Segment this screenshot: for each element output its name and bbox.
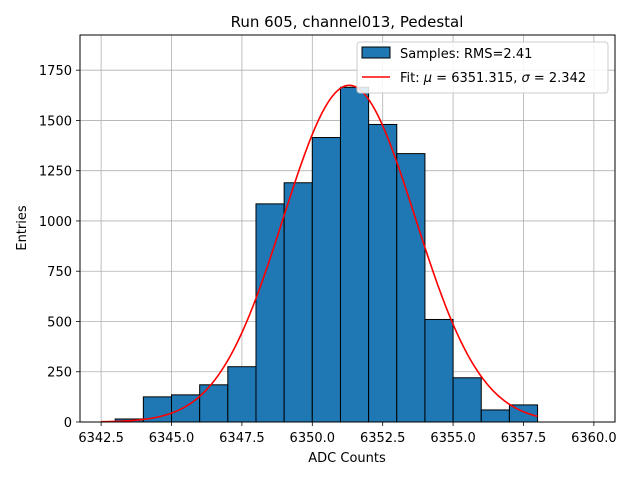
legend-box xyxy=(356,41,609,94)
y-tick-label: 250 xyxy=(47,366,72,381)
x-axis-ticks: 6342.5 6345.0 6347.5 6350.0 6352.5 6355.0 6357… xyxy=(78,422,617,446)
y-tick-label: 0 xyxy=(64,416,72,431)
legend-samples-swatch xyxy=(361,46,391,59)
histogram-bar xyxy=(480,409,510,423)
x-tick-label: 6352.5 xyxy=(360,431,406,446)
histogram-bar xyxy=(368,123,398,423)
histogram-bar xyxy=(227,366,257,423)
x-tick-label: 6357.5 xyxy=(501,431,547,446)
y-tick-label: 1500 xyxy=(39,114,72,129)
legend-fit-prefix: Fit: xyxy=(400,71,424,86)
y-tick-label: 750 xyxy=(47,265,72,280)
y-tick-label: 500 xyxy=(47,315,72,330)
y-axis-label: Entries xyxy=(15,205,30,251)
x-tick-label: 6360.0 xyxy=(571,431,617,446)
y-tick-label: 1750 xyxy=(39,64,72,79)
chart-title: Run 605, channel013, Pedestal xyxy=(231,13,464,31)
histogram-bar xyxy=(424,318,454,423)
histogram-bar xyxy=(199,384,229,423)
legend: Samples: RMS=2.41 Fit: μ = 6351.315, σ =… xyxy=(356,41,609,94)
legend-fit-label: Fit: μ = 6351.315, σ = 2.342 xyxy=(400,71,586,86)
histogram-bar xyxy=(339,86,370,423)
histogram-bar xyxy=(311,137,341,423)
x-tick-label: 6350.0 xyxy=(290,431,336,446)
histogram-bar xyxy=(283,182,313,423)
x-tick-label: 6347.5 xyxy=(219,431,265,446)
fit-curve-group xyxy=(101,84,538,423)
x-tick-label: 6355.0 xyxy=(430,431,476,446)
histogram-bars xyxy=(114,86,539,423)
legend-samples-label: Samples: RMS=2.41 xyxy=(400,47,532,62)
histogram-bar xyxy=(255,203,285,423)
x-axis-label: ADC Counts xyxy=(308,451,386,466)
y-tick-label: 1250 xyxy=(39,165,72,180)
x-tick-label: 6345.0 xyxy=(149,431,195,446)
plot-frame xyxy=(79,34,616,423)
y-axis-ticks: 0 250 500 750 1000 1250 1500 1750 xyxy=(39,64,80,431)
legend-fit-mu-symbol: μ xyxy=(423,71,432,86)
histogram-bar xyxy=(396,153,426,423)
legend-fit-sigma-value: = 2.342 xyxy=(530,71,586,86)
legend-fit-mu-value: = 6351.315, xyxy=(432,71,521,86)
histogram-bar xyxy=(452,377,482,423)
gaussian-fit-curve xyxy=(101,84,538,423)
y-tick-label: 1000 xyxy=(39,215,72,230)
legend-fit-sigma-symbol: σ xyxy=(522,71,531,86)
x-tick-label: 6342.5 xyxy=(78,431,124,446)
